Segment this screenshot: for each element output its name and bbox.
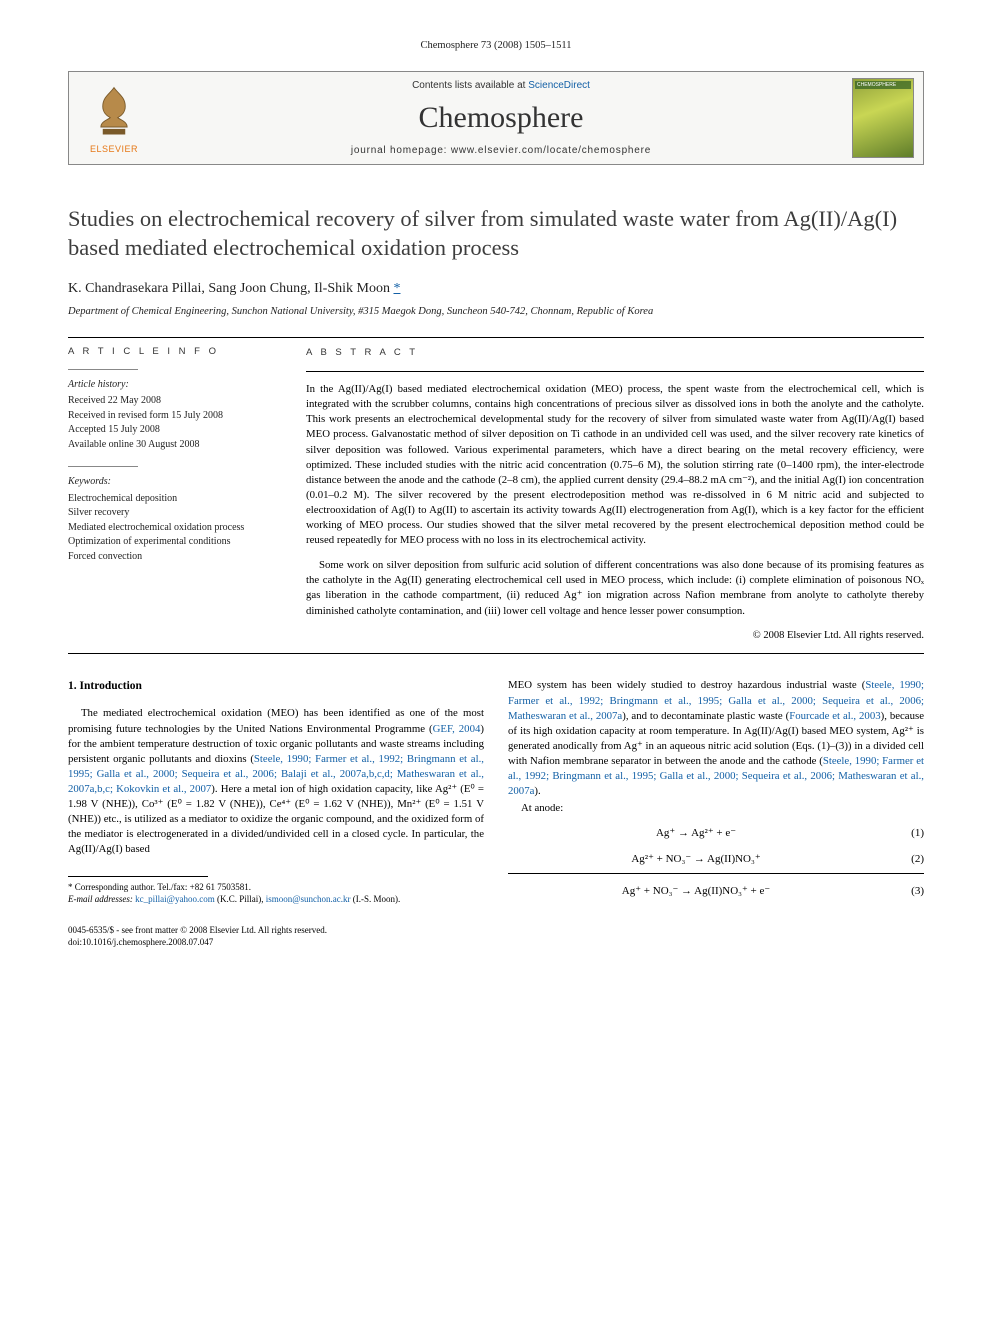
equation-3: Ag⁺ + NO₃⁻ → Ag(II)NO₃⁺ + e⁻ (3)	[508, 884, 924, 899]
equation-body: Ag⁺ + NO₃⁻ → Ag(II)NO₃⁺ + e⁻	[508, 884, 884, 899]
keyword: Silver recovery	[68, 506, 278, 521]
email-link[interactable]: ismoon@sunchon.ac.kr	[266, 894, 351, 904]
authors-line: K. Chandrasekara Pillai, Sang Joon Chung…	[68, 281, 924, 297]
intro-para-right: MEO system has been widely studied to de…	[508, 678, 924, 799]
article-info-head: A R T I C L E I N F O	[68, 346, 278, 357]
rule-bottom	[68, 653, 924, 654]
body-col-right: MEO system has been widely studied to de…	[508, 678, 924, 948]
abstract-p1: In the Ag(II)/Ag(I) based mediated elect…	[306, 382, 924, 548]
keyword: Forced convection	[68, 550, 278, 565]
article-history: Article history: Received 22 May 2008 Re…	[68, 378, 278, 453]
page: Chemosphere 73 (2008) 1505–1511 ELSEVIER…	[0, 0, 992, 978]
corresponding-author-marker[interactable]: *	[393, 281, 400, 296]
copyright-line: © 2008 Elsevier Ltd. All rights reserved…	[306, 629, 924, 644]
equation-number: (2)	[884, 852, 924, 867]
keywords-label: Keywords:	[68, 475, 278, 490]
body-columns: 1. Introduction The mediated electrochem…	[68, 678, 924, 948]
journal-cover-thumb: CHEMOSPHERE	[843, 72, 923, 164]
equation-number: (1)	[884, 826, 924, 841]
info-rule-2	[68, 466, 138, 467]
intro-text: ), and to decontaminate plastic waste (	[622, 710, 789, 722]
keyword: Electrochemical deposition	[68, 492, 278, 507]
article-info-column: A R T I C L E I N F O Article history: R…	[68, 346, 278, 644]
history-item: Accepted 15 July 2008	[68, 423, 278, 438]
article-title: Studies on electrochemical recovery of s…	[68, 205, 924, 263]
citation-link[interactable]: Fourcade et al., 2003	[789, 710, 880, 722]
rule-top	[68, 337, 924, 338]
anode-label: At anode:	[508, 801, 924, 816]
homepage-line: journal homepage: www.elsevier.com/locat…	[159, 145, 843, 156]
info-abstract-row: A R T I C L E I N F O Article history: R…	[68, 346, 924, 644]
equation-2-wrap: Ag²⁺ + NO₃⁻ → Ag(II)NO₃⁺ (2)	[508, 852, 924, 874]
abstract-p2: Some work on silver deposition from sulf…	[306, 558, 924, 618]
equation-body: Ag²⁺ + NO₃⁻ → Ag(II)NO₃⁺	[508, 852, 884, 867]
history-item: Available online 30 August 2008	[68, 438, 278, 453]
footnote-separator	[68, 876, 208, 877]
intro-text: MEO system has been widely studied to de…	[508, 679, 865, 691]
history-item: Received in revised form 15 July 2008	[68, 409, 278, 424]
abstract-head: A B S T R A C T	[306, 346, 924, 359]
intro-text: The mediated electrochemical oxidation (…	[68, 707, 484, 734]
footnote-block: * Corresponding author. Tel./fax: +82 61…	[68, 881, 484, 906]
keyword: Mediated electrochemical oxidation proce…	[68, 521, 278, 536]
header-center: Contents lists available at ScienceDirec…	[159, 72, 843, 164]
email-link[interactable]: kc_pillai@yahoo.com	[135, 894, 215, 904]
contents-line: Contents lists available at ScienceDirec…	[159, 80, 843, 91]
cover-image: CHEMOSPHERE	[852, 78, 914, 158]
email-who: (I.-S. Moon).	[350, 894, 400, 904]
email-label: E-mail addresses:	[68, 894, 133, 904]
email-who: (K.C. Pillai),	[215, 894, 266, 904]
authors-names: K. Chandrasekara Pillai, Sang Joon Chung…	[68, 281, 390, 296]
abstract-rule	[306, 371, 924, 372]
body-col-left: 1. Introduction The mediated electrochem…	[68, 678, 484, 948]
abstract-column: A B S T R A C T In the Ag(II)/Ag(I) base…	[306, 346, 924, 644]
intro-text: ).	[534, 785, 540, 797]
homepage-prefix: journal homepage:	[351, 145, 451, 156]
intro-heading: 1. Introduction	[68, 678, 484, 694]
publisher-brand: ELSEVIER	[90, 144, 138, 154]
keyword: Optimization of experimental conditions	[68, 535, 278, 550]
equation-body: Ag⁺ → Ag²⁺ + e⁻	[508, 826, 884, 841]
sciencedirect-link[interactable]: ScienceDirect	[528, 80, 590, 91]
journal-name: Chemosphere	[159, 101, 843, 135]
equation-number: (3)	[884, 884, 924, 899]
equation-2: Ag²⁺ + NO₃⁻ → Ag(II)NO₃⁺ (2)	[508, 852, 924, 867]
running-head: Chemosphere 73 (2008) 1505–1511	[68, 40, 924, 51]
affiliation: Department of Chemical Engineering, Sunc…	[68, 305, 924, 319]
elsevier-logo: ELSEVIER	[69, 72, 159, 164]
elsevier-tree-icon	[84, 82, 144, 142]
history-item: Received 22 May 2008	[68, 394, 278, 409]
footer-line-1: 0045-6535/$ - see front matter © 2008 El…	[68, 924, 484, 936]
email-footnote: E-mail addresses: kc_pillai@yahoo.com (K…	[68, 893, 484, 906]
journal-header-box: ELSEVIER Contents lists available at Sci…	[68, 71, 924, 165]
contents-prefix: Contents lists available at	[412, 80, 528, 91]
footer-doi: doi:10.1016/j.chemosphere.2008.07.047	[68, 936, 484, 948]
keywords-block: Keywords: Electrochemical deposition Sil…	[68, 475, 278, 564]
footer-block: 0045-6535/$ - see front matter © 2008 El…	[68, 924, 484, 948]
equation-1: Ag⁺ → Ag²⁺ + e⁻ (1)	[508, 826, 924, 841]
history-label: Article history:	[68, 378, 278, 393]
corresponding-author-footnote: * Corresponding author. Tel./fax: +82 61…	[68, 881, 484, 894]
cover-label: CHEMOSPHERE	[855, 81, 911, 89]
citation-link[interactable]: GEF, 2004	[433, 723, 481, 735]
homepage-url: www.elsevier.com/locate/chemosphere	[451, 145, 651, 156]
intro-para-left: The mediated electrochemical oxidation (…	[68, 706, 484, 857]
info-rule-1	[68, 369, 138, 370]
